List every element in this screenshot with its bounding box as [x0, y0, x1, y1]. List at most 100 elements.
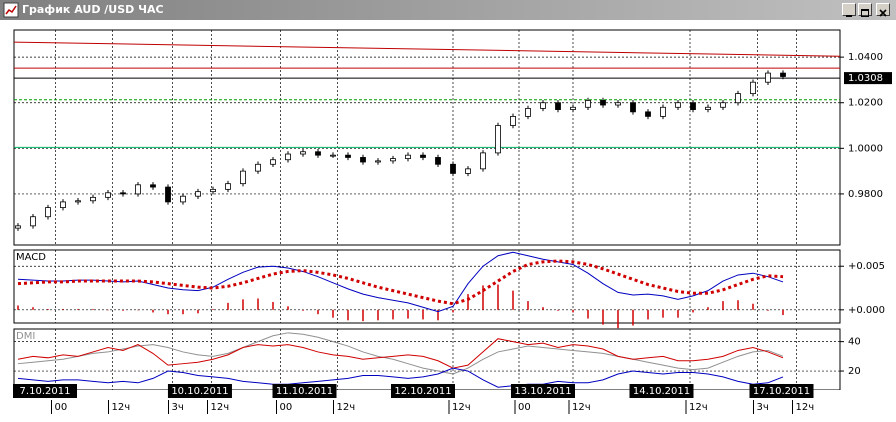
histogram-bar [602, 309, 604, 325]
candle-body [60, 201, 66, 209]
chart-background [0, 20, 896, 422]
candle-body [585, 100, 591, 108]
histogram-bar [392, 309, 394, 320]
histogram-bar [647, 309, 649, 320]
candle-body [270, 159, 276, 165]
hour-label: 12ч [211, 402, 230, 413]
date-label: 7.10.2011 [20, 386, 71, 397]
candle-body [735, 93, 741, 104]
histogram-bar [662, 309, 664, 318]
y-tick-label: 0.9800 [848, 189, 883, 200]
hour-label: 12ч [337, 402, 356, 413]
date-box [629, 384, 694, 398]
candle-body [165, 186, 171, 203]
histogram-bar [617, 309, 619, 329]
histogram-bar [422, 309, 424, 320]
hour-label: 00 [55, 402, 68, 413]
candle-body [195, 191, 201, 197]
histogram-bar [182, 309, 184, 315]
candle-body [390, 158, 396, 162]
chart-area: 0.9800 1.0000 1.0200 1.0400 1.0308 +0.005 +0.0… [0, 20, 896, 422]
y-tick-label: +0.005 [848, 261, 885, 272]
hour-label: 12ч [689, 402, 708, 413]
histogram-bar [227, 302, 229, 310]
candle-body [555, 102, 561, 110]
histogram-bar [122, 309, 124, 311]
candle-body [90, 196, 96, 202]
histogram-bar [677, 309, 679, 318]
candle-body [660, 106, 666, 117]
panel-title: DMI [16, 331, 35, 342]
candle-body [210, 188, 216, 193]
date-label: 10.10.2011 [171, 386, 228, 397]
histogram-bar [332, 309, 334, 318]
panel-frame [13, 29, 841, 246]
histogram-bar [212, 308, 214, 310]
date-box [749, 384, 814, 398]
histogram-bar [692, 309, 694, 313]
candle-body [45, 207, 51, 218]
candle-body [345, 154, 351, 158]
candle-body [360, 157, 366, 163]
candle-body [450, 163, 456, 174]
candle-body [510, 116, 516, 126]
candle-body [30, 216, 36, 227]
date-label: 13.10.2011 [514, 386, 571, 397]
histogram-bar [137, 309, 139, 311]
candle-body [225, 183, 231, 190]
histogram-bar [107, 309, 109, 311]
indicator-line [17, 332, 784, 375]
candle-body [630, 102, 636, 113]
histogram-bar [302, 309, 304, 311]
y-tick-label: 1.0000 [848, 143, 883, 154]
trend-line [13, 41, 841, 57]
candle-body [105, 192, 111, 198]
histogram-bar [452, 309, 454, 313]
indicator-line [17, 367, 784, 388]
hour-label: 3ч [172, 402, 184, 413]
candle-body [120, 192, 126, 195]
histogram-bar [707, 307, 709, 310]
candle-body [300, 151, 306, 155]
candle-body [750, 81, 756, 95]
histogram-bar [587, 309, 589, 319]
histogram-bar [527, 301, 529, 310]
histogram-bar [497, 284, 499, 310]
histogram-bar [542, 307, 544, 310]
indicator-line [17, 259, 784, 306]
histogram-bar [377, 309, 379, 321]
histogram-bar [347, 309, 349, 321]
y-tick-label: 40 [848, 337, 861, 348]
date-label: 14.10.2011 [633, 386, 690, 397]
candle-body [180, 195, 186, 203]
candle-body [150, 184, 156, 188]
last-price-label: 1.0308 [848, 73, 883, 84]
window-title: График AUD /USD ЧАС [22, 3, 164, 16]
histogram-bar [17, 305, 19, 310]
date-box [511, 384, 575, 398]
candle-body [405, 154, 411, 159]
maximize-button[interactable] [858, 3, 872, 17]
candle-body [525, 108, 531, 117]
candle-body [570, 106, 576, 110]
hour-label: 00 [518, 402, 531, 413]
histogram-bar [317, 309, 319, 315]
candle-body [435, 157, 441, 165]
close-button[interactable] [876, 3, 890, 17]
candle-body [375, 160, 381, 163]
histogram-bar [167, 309, 169, 315]
candle-body [765, 72, 771, 83]
histogram-bar [722, 301, 724, 310]
histogram-bar [77, 308, 79, 310]
histogram-bar [752, 303, 754, 310]
histogram-bar [557, 309, 559, 311]
histogram-bar [197, 309, 199, 314]
minimize-button[interactable] [842, 3, 856, 17]
date-label: 11.10.2011 [276, 386, 333, 397]
y-tick-label: +0.000 [848, 305, 885, 316]
panel-title: MACD [16, 252, 46, 263]
histogram-bar [782, 309, 784, 316]
hour-label: 12ч [112, 402, 131, 413]
histogram-bar [437, 309, 439, 321]
